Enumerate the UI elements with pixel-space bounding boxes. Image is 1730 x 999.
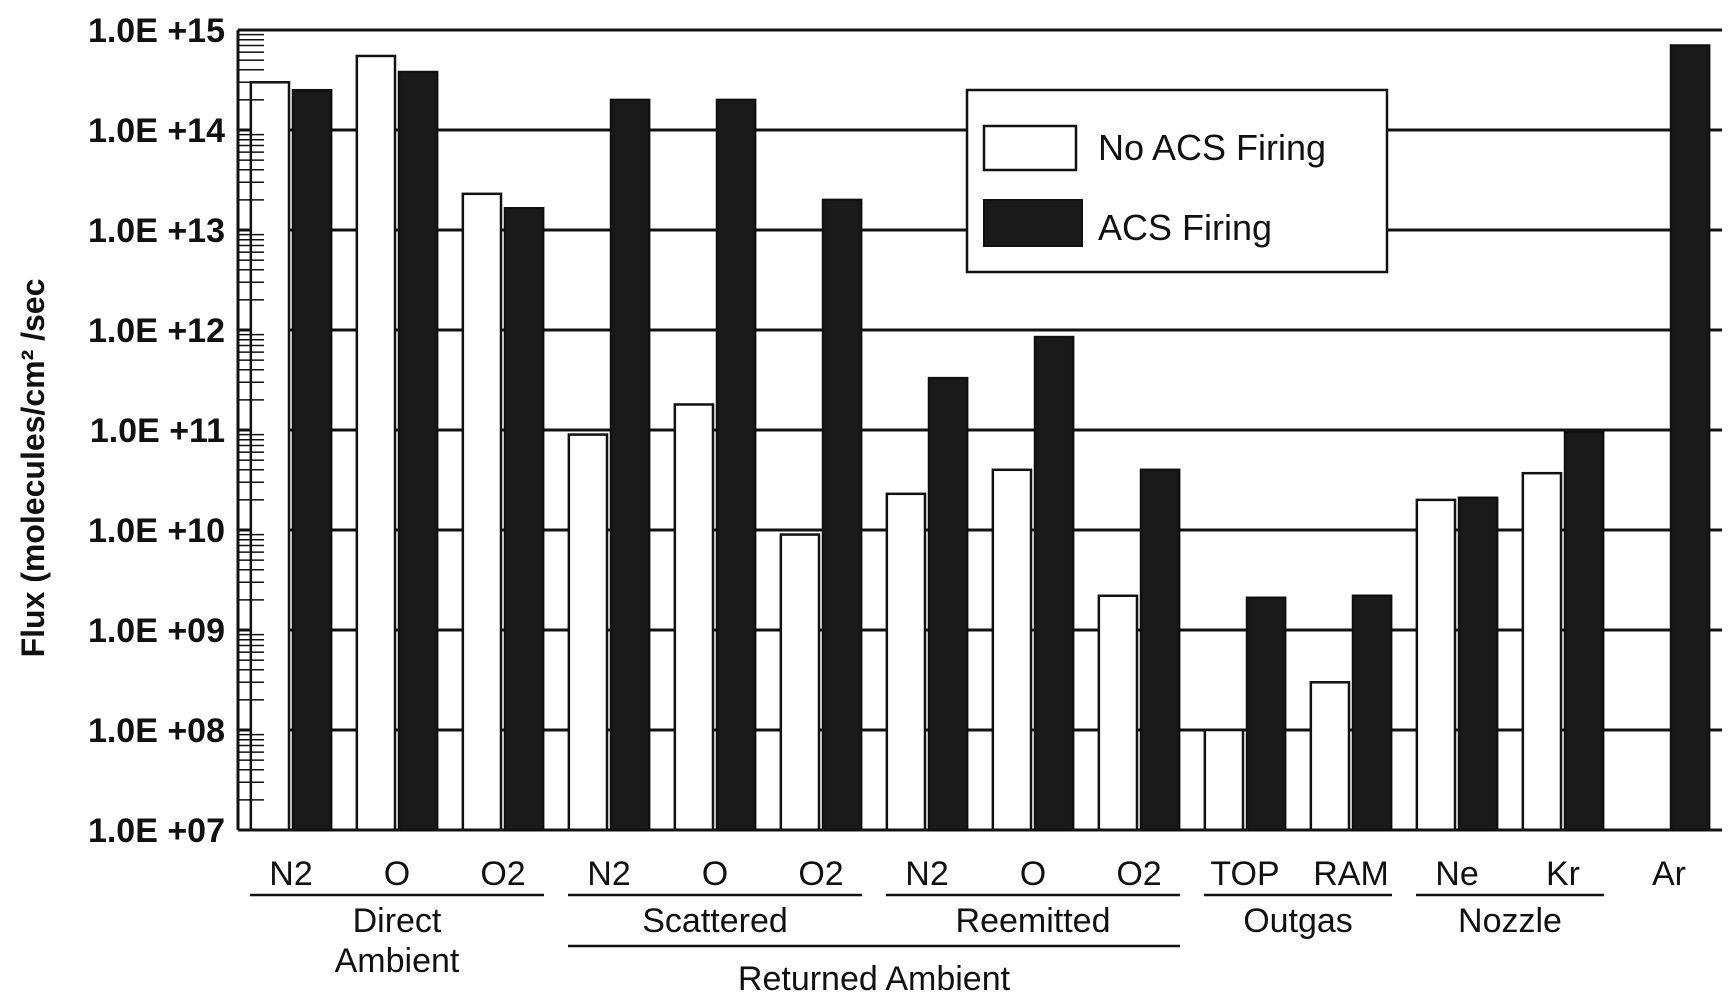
- bar-acs: [715, 98, 757, 832]
- x-category-label: O2: [798, 855, 843, 893]
- bar-no-acs: [991, 468, 1033, 832]
- y-tick-label: 1.0E +15: [88, 12, 225, 50]
- legend-label-no-acs: No ACS Firing: [1098, 127, 1326, 168]
- x-category-label: O2: [480, 855, 525, 893]
- x-category-label: N2: [905, 855, 948, 893]
- bar-no-acs: [1097, 594, 1139, 832]
- group-label: Reemitted: [956, 902, 1111, 940]
- legend: No ACS Firing ACS Firing: [965, 88, 1389, 274]
- y-tick-label: 1.0E +08: [88, 712, 225, 750]
- group-label: Outgas: [1243, 902, 1353, 940]
- y-tick-label: 1.0E +10: [88, 512, 225, 550]
- bar-acs: [503, 207, 545, 832]
- x-category-label: Kr: [1546, 855, 1580, 893]
- bar-no-acs: [461, 192, 503, 832]
- bar-no-acs: [1521, 471, 1563, 832]
- x-category-label: Ar: [1652, 855, 1686, 893]
- bar-acs: [1563, 430, 1605, 832]
- bar-no-acs: [567, 433, 609, 832]
- bar-no-acs: [355, 54, 397, 832]
- group-label: Direct: [353, 902, 442, 940]
- bar-no-acs: [1309, 681, 1351, 832]
- y-axis-label: Flux (molecules/cm² /sec: [15, 279, 51, 658]
- group-label: Nozzle: [1458, 902, 1562, 940]
- x-category-label: RAM: [1313, 855, 1389, 893]
- x-category-label: Ne: [1435, 855, 1478, 893]
- y-tick-label: 1.0E +11: [90, 412, 225, 450]
- y-tick-label: 1.0E +09: [88, 612, 225, 650]
- group-label: Ambient: [335, 942, 460, 980]
- bar-acs: [1457, 496, 1499, 832]
- bar-acs: [1245, 596, 1287, 832]
- bar-acs: [1669, 44, 1711, 832]
- x-category-label: O: [384, 855, 410, 893]
- bars: [249, 44, 1711, 832]
- legend-swatch-no-acs: [982, 124, 1078, 172]
- bar-no-acs: [885, 492, 927, 832]
- bar-no-acs: [249, 81, 291, 832]
- bar-acs: [1139, 468, 1181, 832]
- x-category-label: N2: [269, 855, 312, 893]
- bar-acs: [1033, 335, 1075, 832]
- bar-acs: [821, 198, 863, 832]
- supergroup-label: Returned Ambient: [738, 960, 1011, 998]
- x-category-label: O2: [1116, 855, 1161, 893]
- x-category-label: TOP: [1210, 855, 1279, 893]
- bar-no-acs: [779, 533, 821, 832]
- x-category-label: O: [702, 855, 728, 893]
- y-tick-label: 1.0E +12: [88, 312, 225, 350]
- bar-acs: [397, 70, 439, 832]
- bar-no-acs: [673, 403, 715, 832]
- legend-swatch-acs: [983, 199, 1083, 247]
- bar-no-acs: [1203, 728, 1245, 832]
- bar-acs: [927, 376, 969, 832]
- bar-acs: [609, 98, 651, 832]
- labels: 1.0E +15 1.0E +14 1.0E +13 1.0E +12 1.0E +11…: [88, 12, 1686, 998]
- bar-acs: [1351, 594, 1393, 832]
- bar-acs: [291, 88, 333, 832]
- axes: [236, 30, 1722, 832]
- x-category-label: O: [1020, 855, 1046, 893]
- y-tick-label: 1.0E +13: [88, 212, 225, 250]
- y-tick-label: 1.0E +14: [88, 112, 225, 150]
- x-category-label: N2: [587, 855, 630, 893]
- group-label: Scattered: [642, 902, 788, 940]
- legend-label-acs: ACS Firing: [1098, 207, 1272, 248]
- bar-no-acs: [1415, 498, 1457, 832]
- y-tick-label: 1.0E +07: [88, 812, 225, 850]
